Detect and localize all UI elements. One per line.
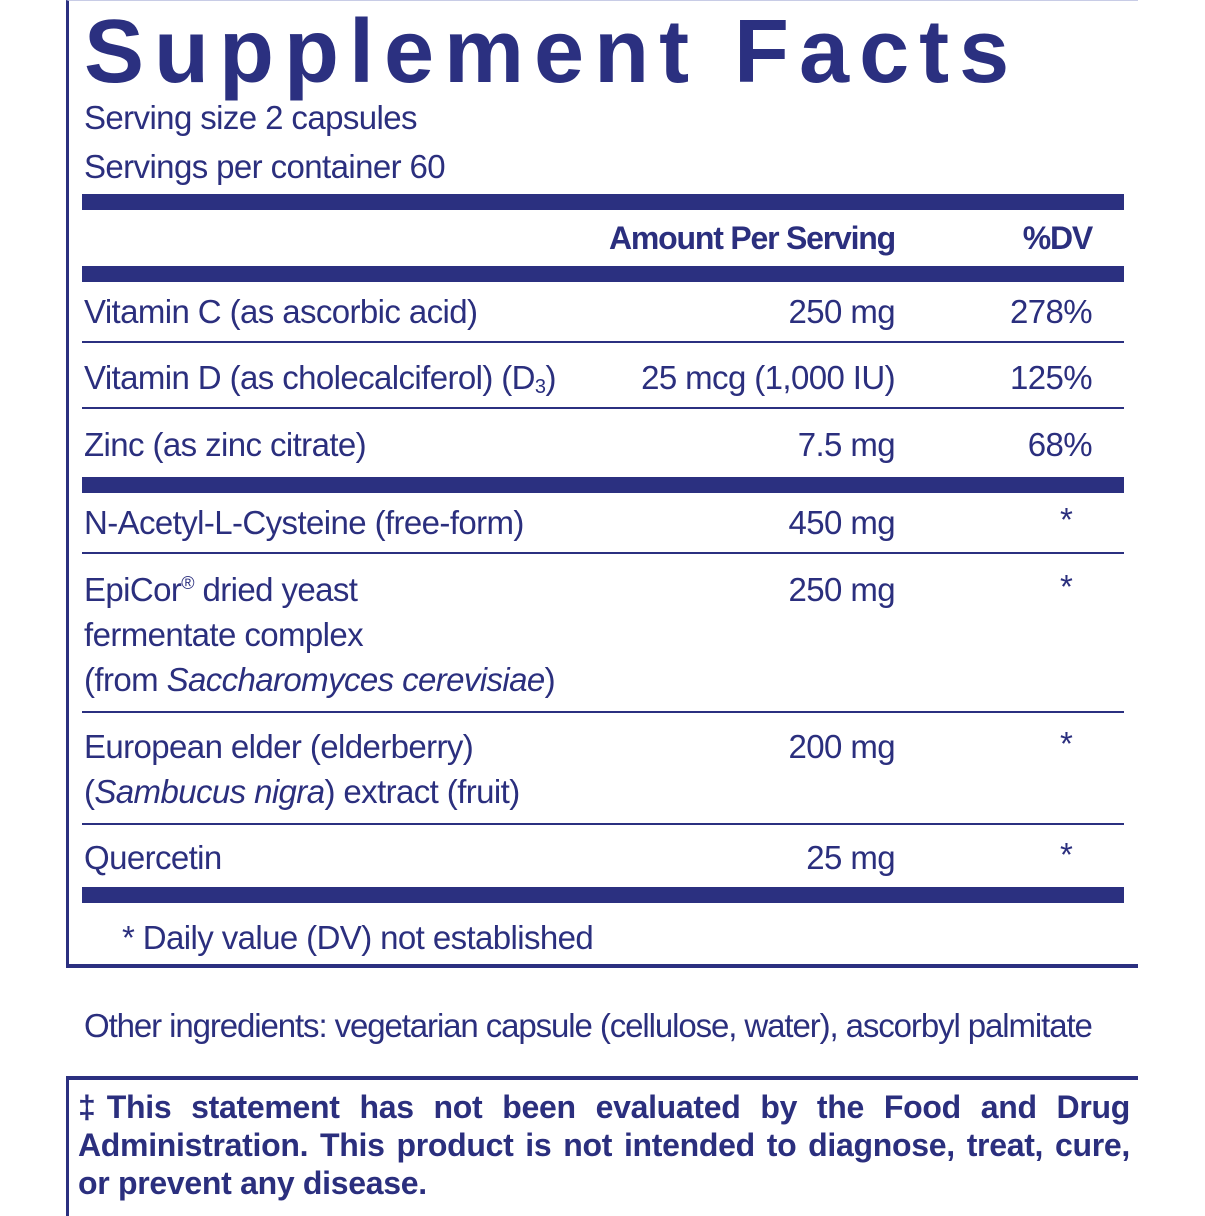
ingredient-dv: 125% bbox=[1009, 359, 1093, 396]
ingredient-dv: * bbox=[1060, 725, 1073, 762]
footnote: * Daily value (DV) not established bbox=[122, 919, 594, 956]
ingredient-name-line: fermentate complex bbox=[84, 616, 364, 653]
column-header-dv: %DV bbox=[1022, 220, 1094, 256]
ingredient-amount: 450 mg bbox=[788, 504, 896, 541]
ingredient-name: Vitamin D (as cholecalciferol) (D3) bbox=[84, 359, 556, 398]
ingredient-amount: 25 mg bbox=[806, 839, 895, 876]
ingredient-dv: 68% bbox=[1027, 426, 1093, 463]
ingredient-name: EpiCor® dried yeast bbox=[84, 571, 358, 608]
ingredient-amount: 250 mg bbox=[788, 571, 896, 608]
column-header-amount: Amount Per Serving bbox=[608, 220, 896, 256]
ingredient-dv: 278% bbox=[1009, 293, 1093, 330]
ingredient-dv: * bbox=[1060, 568, 1073, 605]
ingredient-amount: 200 mg bbox=[788, 728, 896, 765]
ingredient-amount: 250 mg bbox=[788, 293, 896, 330]
divider-thick bbox=[82, 266, 1124, 282]
ingredient-name-line: (Sambucus nigra) extract (fruit) bbox=[84, 773, 520, 810]
divider-thick bbox=[82, 477, 1124, 493]
other-ingredients: Other ingredients: vegetarian capsule (c… bbox=[84, 1007, 1093, 1044]
supplement-facts-panel bbox=[66, 0, 1138, 968]
ingredient-name-line: (from Saccharomyces cerevisiae) bbox=[84, 661, 556, 698]
panel-title: Supplement Facts bbox=[84, 2, 1020, 102]
ingredient-name: N-Acetyl-L-Cysteine (free-form) bbox=[84, 504, 524, 541]
servings-per-container: Servings per container 60 bbox=[84, 148, 446, 185]
serving-size: Serving size 2 capsules bbox=[84, 99, 417, 136]
divider-thick bbox=[82, 194, 1124, 210]
ingredient-amount: 7.5 mg bbox=[797, 426, 896, 463]
ingredient-dv: * bbox=[1060, 501, 1073, 538]
fda-disclaimer: ‡This statement has not been evaluated b… bbox=[78, 1089, 1130, 1201]
divider-thin bbox=[82, 823, 1124, 825]
ingredient-amount: 25 mcg (1,000 IU) bbox=[641, 359, 896, 396]
ingredient-name: Vitamin C (as ascorbic acid) bbox=[84, 293, 478, 330]
disclaimer-box bbox=[66, 1076, 1138, 1216]
divider-thin bbox=[82, 711, 1124, 713]
divider-thick bbox=[82, 887, 1124, 903]
ingredient-name: Quercetin bbox=[84, 839, 222, 876]
ingredient-name: European elder (elderberry) bbox=[84, 728, 474, 765]
divider-thin bbox=[82, 407, 1124, 409]
ingredient-name: Zinc (as zinc citrate) bbox=[84, 426, 367, 463]
divider-thin bbox=[82, 552, 1124, 554]
divider-thin bbox=[82, 341, 1124, 343]
ingredient-dv: * bbox=[1060, 836, 1073, 873]
